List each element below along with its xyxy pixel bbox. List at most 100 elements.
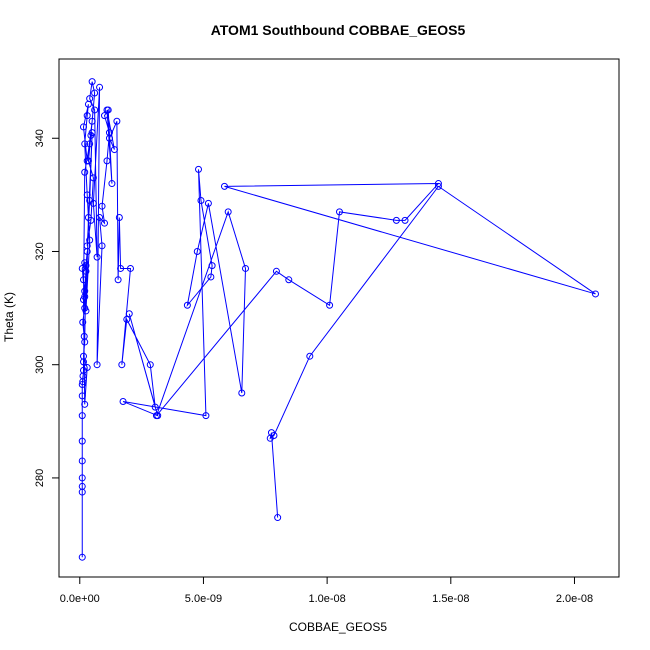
data-point — [114, 276, 122, 284]
y-tick-label: 340 — [34, 129, 46, 147]
data-point — [82, 262, 90, 270]
data-point — [78, 553, 86, 561]
data-point — [208, 262, 216, 270]
data-point — [86, 95, 94, 103]
data-point — [434, 180, 442, 188]
data-point — [98, 202, 106, 210]
data-point — [101, 112, 109, 120]
data-point — [96, 214, 104, 222]
data-point — [81, 168, 89, 176]
data-point — [118, 361, 126, 369]
plot-area — [78, 78, 599, 561]
x-tick-label: 1.5e-08 — [432, 593, 469, 605]
data-point — [123, 315, 131, 323]
data-point — [79, 318, 87, 326]
data-point — [78, 437, 86, 445]
data-point — [89, 199, 97, 207]
y-tick-label: 300 — [34, 356, 46, 374]
data-point — [195, 165, 203, 173]
data-point — [81, 400, 89, 408]
data-point — [89, 174, 97, 182]
data-point — [207, 273, 215, 281]
data-point — [126, 264, 134, 272]
data-point — [79, 296, 87, 304]
data-point — [220, 182, 228, 190]
data-point — [285, 276, 293, 284]
data-point — [183, 301, 191, 309]
data-point — [93, 361, 101, 369]
data-point — [146, 361, 154, 369]
data-point — [78, 412, 86, 420]
data-point — [91, 106, 99, 114]
data-point — [401, 216, 409, 224]
data-point — [88, 78, 96, 86]
data-point — [117, 264, 125, 272]
data-point — [79, 378, 87, 386]
chart-title: ATOM1 Southbound COBBAE_GEOS5 — [211, 22, 466, 38]
x-tick-label: 5.0e-09 — [185, 593, 222, 605]
data-point — [86, 140, 94, 148]
data-point — [103, 157, 111, 165]
data-point — [592, 290, 599, 298]
data-point — [272, 267, 280, 275]
data-point — [193, 247, 201, 255]
series-line — [81, 81, 596, 558]
data-point — [204, 199, 212, 207]
data-point — [81, 140, 89, 148]
x-tick-label: 2.0e-08 — [556, 593, 593, 605]
data-point — [434, 182, 442, 190]
data-point — [110, 146, 118, 154]
data-point — [238, 389, 246, 397]
data-point — [91, 89, 99, 97]
data-point — [306, 352, 314, 360]
data-point — [83, 242, 91, 250]
data-point — [83, 364, 91, 372]
x-axis-label: COBBAE_GEOS5 — [289, 620, 387, 634]
y-axis-label: Theta (K) — [2, 292, 16, 342]
data-point — [335, 208, 343, 216]
data-point — [101, 219, 109, 227]
data-point — [108, 180, 116, 188]
data-point — [79, 276, 87, 284]
data-point — [82, 307, 90, 315]
data-point — [83, 112, 91, 120]
data-point — [115, 214, 123, 222]
data-point — [119, 398, 127, 405]
data-point — [81, 338, 89, 346]
data-point — [93, 253, 101, 261]
data-point — [326, 301, 334, 309]
data-point — [78, 392, 86, 400]
data-point — [79, 123, 87, 131]
data-point — [392, 216, 400, 224]
data-point — [87, 131, 95, 139]
x-axis: 0.0e+00 5.0e-09 1.0e-08 1.5e-08 2.0e-08 — [60, 576, 593, 605]
y-tick-label: 320 — [34, 242, 46, 260]
data-point — [224, 208, 232, 216]
data-point — [113, 117, 121, 125]
data-point — [267, 429, 275, 437]
y-axis: 280 300 320 340 — [34, 129, 60, 487]
data-point — [78, 457, 86, 465]
data-point — [79, 352, 87, 360]
data-point — [197, 197, 205, 205]
data-point — [84, 157, 92, 165]
data-point — [98, 242, 106, 250]
data-point — [83, 191, 91, 199]
x-tick-label: 1.0e-08 — [308, 593, 345, 605]
data-point — [105, 134, 113, 142]
data-point — [152, 412, 160, 420]
data-point — [78, 482, 86, 490]
data-point — [202, 412, 210, 420]
data-point — [78, 474, 86, 482]
x-tick-label: 0.0e+00 — [60, 593, 100, 605]
data-point — [103, 106, 111, 114]
data-point — [78, 381, 86, 389]
data-point — [87, 216, 95, 224]
data-point — [125, 310, 133, 318]
data-point — [96, 83, 104, 91]
y-tick-label: 280 — [34, 469, 46, 487]
data-point — [274, 514, 282, 522]
data-point — [86, 236, 94, 244]
data-point — [151, 403, 159, 411]
